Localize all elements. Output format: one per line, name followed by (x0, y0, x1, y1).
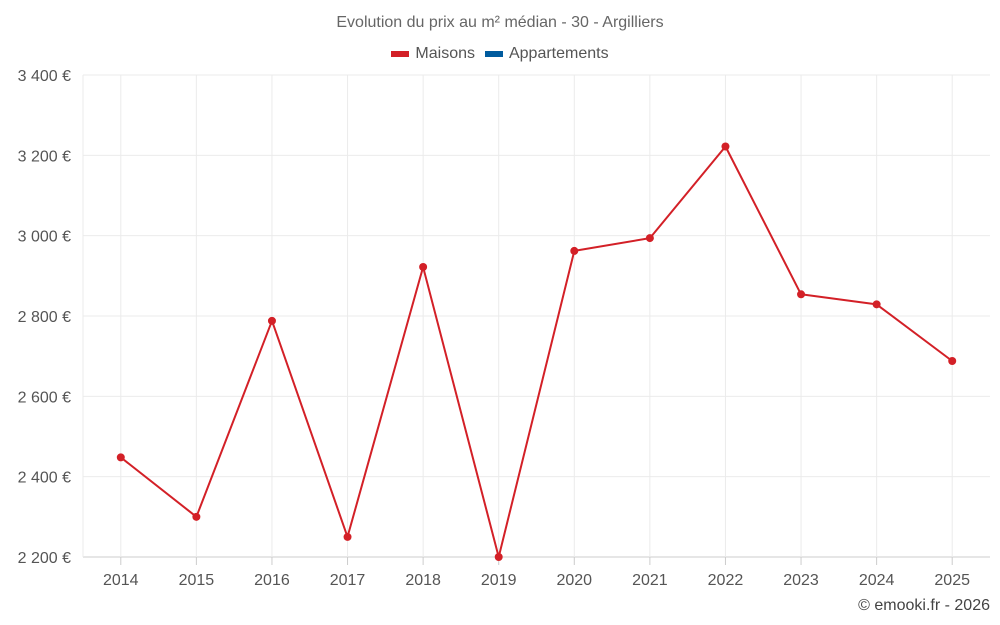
legend-label-appartements: Appartements (508, 45, 609, 62)
y-tick-label: 2 600 € (18, 389, 71, 406)
data-point-maisons (192, 512, 201, 521)
legend: Maisons Appartements (0, 45, 1000, 63)
x-tick-label: 2024 (859, 572, 895, 589)
y-tick-label: 3 400 € (18, 68, 71, 85)
data-point-maisons (645, 234, 654, 243)
data-point-maisons (797, 290, 806, 299)
x-tick-label: 2014 (103, 572, 139, 589)
legend-swatch-appartements (484, 51, 503, 57)
data-point-maisons (494, 553, 503, 561)
data-point-maisons (948, 356, 957, 365)
x-tick-label: 2023 (783, 572, 819, 589)
x-tick-label: 2016 (254, 572, 290, 589)
data-point-maisons (721, 142, 730, 151)
legend-label-maisons: Maisons (415, 45, 475, 62)
y-tick-label: 3 000 € (18, 229, 71, 246)
x-tick-label: 2025 (934, 572, 970, 589)
x-tick-label: 2021 (632, 572, 668, 589)
data-point-maisons (116, 453, 125, 462)
series-line-maisons (120, 145, 953, 558)
legend-swatch-maisons (391, 51, 410, 57)
x-tick-label: 2018 (405, 572, 441, 589)
data-point-maisons (570, 246, 579, 255)
x-tick-label: 2019 (481, 572, 517, 589)
x-tick-label: 2017 (330, 572, 366, 589)
data-point-maisons (343, 532, 352, 541)
y-tick-label: 2 800 € (18, 309, 71, 326)
y-tick-label: 2 400 € (18, 470, 71, 487)
legend-item-appartements[interactable]: Appartements (484, 45, 609, 63)
x-tick-label: 2022 (708, 572, 744, 589)
y-tick-label: 3 200 € (18, 148, 71, 165)
credit-text: © emooki.fr - 2026 (858, 597, 990, 614)
data-point-maisons (419, 262, 428, 271)
x-tick-label: 2020 (556, 572, 592, 589)
chart-title: Evolution du prix au m² médian - 30 - Ar… (336, 14, 664, 31)
data-point-maisons (872, 300, 881, 309)
y-tick-label: 2 200 € (18, 550, 71, 567)
data-point-maisons (267, 316, 276, 325)
x-tick-label: 2015 (179, 572, 215, 589)
legend-item-maisons[interactable]: Maisons (391, 45, 475, 63)
